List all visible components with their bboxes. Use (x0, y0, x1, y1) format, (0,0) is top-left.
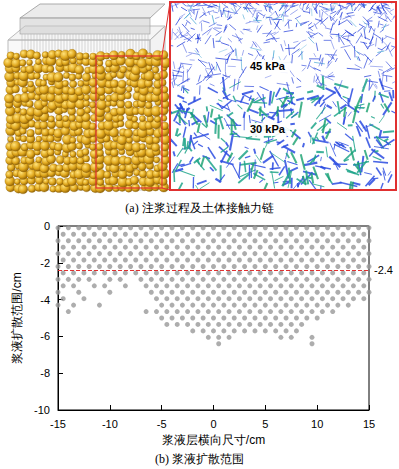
svg-text:浆液层横向尺寸/cm: 浆液层横向尺寸/cm (162, 433, 265, 447)
html-text:(a) 注浆过程及土体接触力链: (a) 注浆过程及土体接触力链 (125, 201, 274, 215)
svg-text:0: 0 (44, 220, 50, 232)
svg-text:-15: -15 (50, 418, 66, 430)
svg-text:-6: -6 (40, 330, 50, 342)
svg-text:0: 0 (210, 418, 216, 430)
svg-text:-5: -5 (157, 418, 167, 430)
svg-text:-10: -10 (102, 418, 118, 430)
svg-text:5: 5 (262, 418, 268, 430)
svg-text:10: 10 (311, 418, 323, 430)
html-text:(b) 浆液扩散范围: (b) 浆液扩散范围 (155, 452, 244, 466)
svg-text:浆液扩散范围/cm: 浆液扩散范围/cm (10, 272, 24, 363)
svg-text:-10: -10 (34, 404, 50, 416)
svg-text:45 kPa: 45 kPa (250, 60, 286, 72)
svg-text:-2: -2 (40, 257, 50, 269)
svg-text:15: 15 (363, 418, 375, 430)
svg-text:30 kPa: 30 kPa (250, 123, 286, 135)
svg-text:-4: -4 (40, 294, 50, 306)
svg-text:-8: -8 (40, 367, 50, 379)
svg-text:-2.4: -2.4 (374, 264, 393, 276)
